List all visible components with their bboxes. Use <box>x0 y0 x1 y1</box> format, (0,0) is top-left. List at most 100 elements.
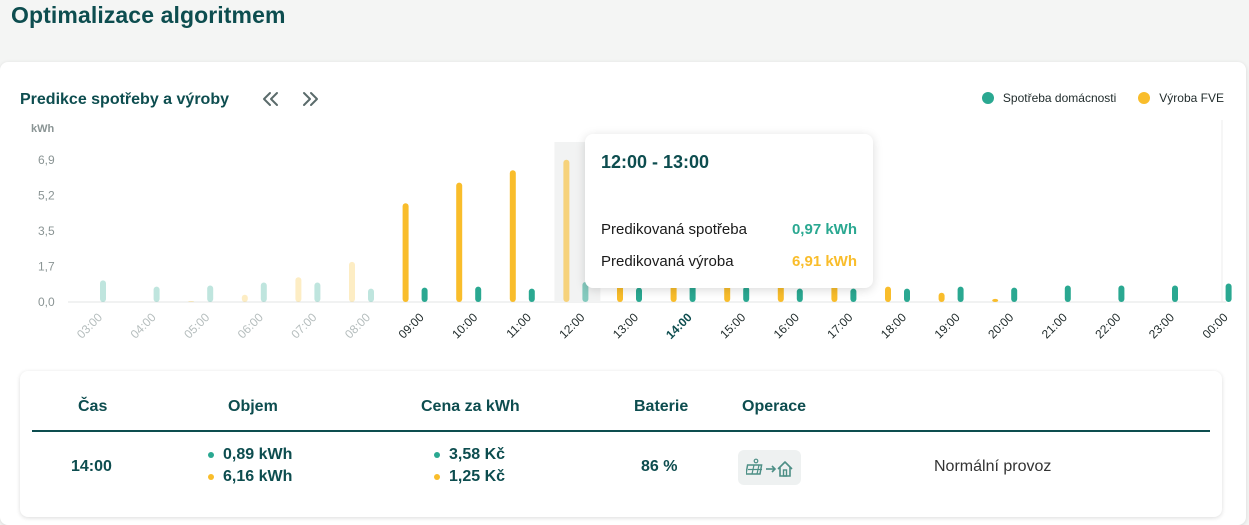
price-sell-dot <box>434 474 440 480</box>
production-bar <box>563 159 570 302</box>
production-bar <box>992 298 999 302</box>
consumption-bar <box>100 280 106 302</box>
header-volume: Objem <box>228 398 278 415</box>
y-tick-label: 1,7 <box>38 260 55 274</box>
production-bar <box>509 170 516 302</box>
tooltip-title: 12:00 - 13:00 <box>601 152 710 172</box>
consumption-bar <box>850 288 857 302</box>
consumption-bar <box>1011 287 1018 302</box>
price-buy-value: 3,58 Kč <box>449 446 506 463</box>
chart-legend: Spotřeba domácnosti Výroba FVE <box>981 91 1224 105</box>
tooltip-value-production: 6,91 kWh <box>791 253 857 270</box>
x-tick-label: 10:00 <box>449 310 480 341</box>
tooltip-value-consumption: 0,97 kWh <box>791 221 857 238</box>
production-dot <box>208 474 214 480</box>
legend-dot-production <box>1138 92 1151 104</box>
x-tick-label: 23:00 <box>1146 310 1177 341</box>
legend-item-consumption[interactable]: Spotřeba domácnosti <box>981 91 1117 105</box>
consumption-bar <box>314 282 321 302</box>
legend-label-consumption: Spotřeba domácnosti <box>1002 91 1117 105</box>
x-tick-label: 11:00 <box>503 310 534 341</box>
header-price: Cena za kWh <box>421 398 520 415</box>
header-time: Čas <box>78 398 108 415</box>
consumption-bar <box>260 282 267 302</box>
cell-price: 3,58 Kč 1,25 Kč <box>434 446 505 486</box>
production-bar <box>402 203 409 302</box>
x-tick-label: 12:00 <box>556 310 587 341</box>
price-sell: 1,25 Kč <box>434 468 505 486</box>
x-tick-label: 19:00 <box>932 310 963 341</box>
production-value: 6,16 kWh <box>223 468 293 485</box>
production-bar <box>456 182 463 302</box>
consumption-value: 0,89 kWh <box>223 446 293 463</box>
page-title: Optimalizace algoritmem <box>11 2 286 28</box>
y-axis-unit: kWh <box>31 123 55 135</box>
x-tick-label: 21:00 <box>1039 310 1070 341</box>
x-tick-label: 20:00 <box>985 310 1016 341</box>
consumption-bar <box>1118 285 1125 302</box>
consumption-bar <box>153 286 160 302</box>
x-tick-label: 05:00 <box>181 310 212 341</box>
consumption-bar <box>368 288 374 302</box>
chart-tooltip: 12:00 - 13:00 Predikovaná spotřeba 0,97 … <box>585 134 873 288</box>
x-tick-label: 09:00 <box>396 310 427 341</box>
consumption-bar <box>957 286 964 302</box>
cell-volume: 0,89 kWh 6,16 kWh <box>208 446 292 486</box>
x-tick-label: 13:00 <box>610 310 641 341</box>
y-tick-label: 0,0 <box>38 295 55 309</box>
tooltip-row-consumption: Predikovaná spotřeba 0,97 kWh <box>601 221 857 238</box>
consumption-bar <box>636 287 642 302</box>
cell-status: Normální provoz <box>934 458 1052 475</box>
consumption-bar <box>582 282 589 302</box>
y-tick-label: 6,9 <box>38 153 55 167</box>
consumption-bar <box>1225 283 1232 302</box>
double-chevron-right-icon <box>303 92 318 106</box>
operation-badge[interactable] <box>738 450 801 485</box>
production-bar <box>295 277 302 302</box>
volume-consumption: 0,89 kWh <box>208 446 292 464</box>
consumption-bar <box>421 287 428 302</box>
x-tick-label: 22:00 <box>1092 310 1123 341</box>
prev-period-button[interactable] <box>259 86 281 112</box>
consumption-bar <box>528 288 535 302</box>
consumption-bar <box>1172 285 1178 302</box>
next-period-button[interactable] <box>300 86 322 112</box>
consumption-bar <box>475 286 482 302</box>
x-tick-label: 14:00 <box>663 310 695 342</box>
production-bar <box>885 286 891 302</box>
solar-to-home-icon <box>745 458 793 477</box>
consumption-bar <box>689 283 696 302</box>
chart-title: Predikce spotřeby a výroby <box>20 91 229 108</box>
x-tick-label: 07:00 <box>288 310 319 341</box>
x-tick-label: 17:00 <box>824 310 855 341</box>
consumption-bar <box>904 288 910 302</box>
price-buy: 3,58 Kč <box>434 446 505 464</box>
double-chevron-left-icon <box>263 92 278 106</box>
x-tick-label: 04:00 <box>128 310 159 341</box>
production-bar <box>349 261 355 302</box>
legend-item-production[interactable]: Výroba FVE <box>1138 91 1224 105</box>
x-tick-label: 08:00 <box>342 310 373 341</box>
cell-time: 14:00 <box>71 458 112 475</box>
header-operation: Operace <box>742 398 807 415</box>
y-tick-label: 5,2 <box>38 189 55 203</box>
legend-dot-consumption <box>981 92 994 104</box>
x-tick-label: 03:00 <box>74 310 105 341</box>
header-divider <box>32 430 1210 432</box>
production-bar <box>188 300 195 302</box>
x-tick-label: 00:00 <box>1200 310 1231 341</box>
x-tick-label: 06:00 <box>235 310 266 341</box>
tooltip-label-consumption: Predikovaná spotřeba <box>601 221 747 238</box>
consumption-bar <box>796 288 803 302</box>
price-sell-value: 1,25 Kč <box>449 468 506 485</box>
cell-battery: 86 % <box>641 458 678 475</box>
header-battery: Baterie <box>634 398 689 415</box>
y-tick-label: 3,5 <box>38 224 55 238</box>
production-bar <box>241 294 248 302</box>
tooltip-label-production: Predikovaná výroba <box>601 253 734 270</box>
consumption-bar <box>1064 285 1071 302</box>
schedule-table: Čas Objem Cena za kWh Baterie Operace 14… <box>20 371 1222 517</box>
price-buy-dot <box>434 452 440 458</box>
consumption-bar <box>207 285 214 302</box>
tooltip-row-production: Predikovaná výroba 6,91 kWh <box>601 253 857 270</box>
